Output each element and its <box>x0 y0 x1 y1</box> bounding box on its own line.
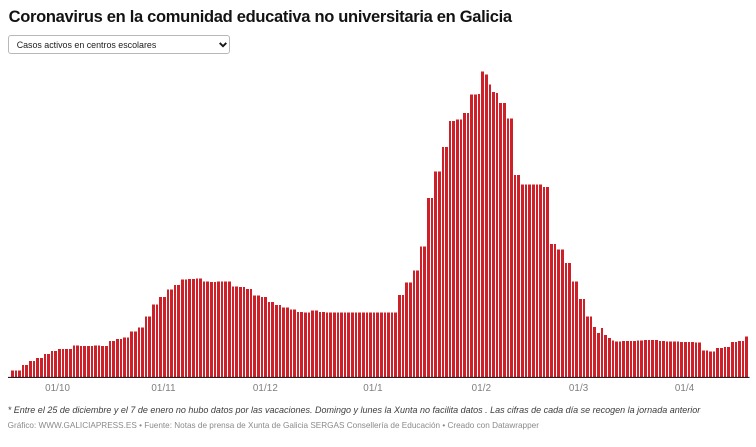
svg-text:01/11: 01/11 <box>151 383 175 394</box>
svg-text:01/10: 01/10 <box>45 383 70 394</box>
svg-text:01/3: 01/3 <box>569 383 589 394</box>
svg-text:01/1: 01/1 <box>363 383 382 394</box>
svg-text:01/4: 01/4 <box>675 383 695 394</box>
svg-text:01/2: 01/2 <box>472 383 491 394</box>
svg-text:01/12: 01/12 <box>253 383 278 394</box>
